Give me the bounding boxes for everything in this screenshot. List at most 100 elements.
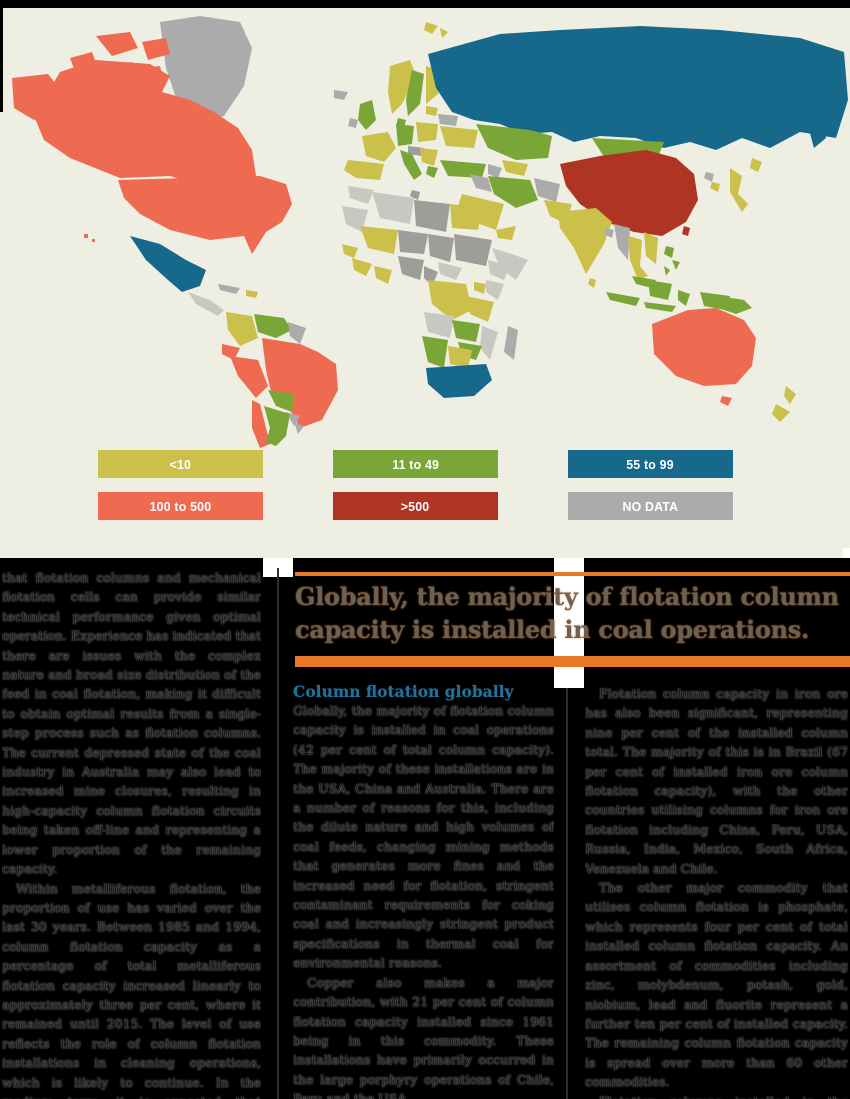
legend-tile-100-500: 100 to 500 (98, 492, 263, 520)
country-north-korea (704, 172, 714, 182)
country-south-africa (426, 364, 492, 398)
legend-label: <10 (169, 456, 192, 472)
article-section: Globally, the majority of flotation colu… (0, 558, 850, 1099)
gutter-white-patch (263, 558, 293, 577)
page-edge-notch (0, 8, 3, 112)
country-madagascar (504, 326, 518, 360)
country-myanmar (614, 224, 630, 260)
country-uk (358, 100, 376, 130)
legend-tile-nodata: NO DATA (568, 492, 733, 520)
country-thailand (628, 236, 648, 280)
text-column-middle: Column flotation globally Globally, the … (293, 682, 554, 1099)
country-guyanas (288, 322, 306, 344)
country-baltics (426, 106, 438, 116)
country-france (362, 132, 396, 162)
country-kazakhstan (476, 124, 552, 160)
headline-rule-top (295, 572, 850, 576)
country-mexico (130, 236, 206, 292)
country-mozambique (480, 326, 498, 360)
country-colombia (226, 312, 258, 346)
country-central-america (188, 292, 224, 316)
country-algeria (372, 192, 414, 224)
country-cameroon (424, 266, 438, 286)
country-czech-austria (408, 146, 424, 156)
country-horn-of-africa (492, 248, 528, 280)
country-belarus (438, 114, 458, 126)
paragraph: Flotation columns installed in the 1960s… (585, 1092, 848, 1099)
country-taiwan (682, 226, 690, 236)
country-egypt (450, 204, 482, 230)
country-australia (652, 308, 756, 386)
country-tunisia (410, 190, 420, 200)
country-norway (388, 60, 416, 114)
country-indonesia (606, 280, 730, 312)
legend-label: 55 to 99 (626, 456, 675, 472)
country-svalbard (424, 22, 448, 38)
country-spain (344, 160, 384, 180)
country-cuba (218, 284, 240, 294)
world-map (12, 16, 848, 448)
country-senegal (342, 244, 358, 258)
country-iraq (470, 174, 492, 192)
article-headline: Globally, the majority of flotation colu… (295, 580, 850, 646)
column-divider-left (277, 568, 279, 1099)
legend-tile-11-49: 11 to 49 (333, 450, 498, 478)
country-iceland (334, 90, 348, 100)
country-namibia (422, 336, 448, 368)
country-japan (730, 158, 762, 212)
section-subhead: Column flotation globally (293, 682, 514, 701)
headline-rule-bottom (295, 656, 850, 667)
country-peru (230, 356, 268, 398)
country-ghana (374, 266, 392, 284)
country-botswana (448, 346, 472, 368)
legend-label: 100 to 500 (149, 498, 212, 514)
legend-label: >500 (401, 498, 430, 514)
country-hawaii (84, 234, 95, 242)
country-guinea (352, 258, 372, 276)
legend-tile-55-99: 55 to 99 (568, 450, 733, 478)
country-argentina (264, 406, 290, 446)
country-libya (414, 200, 450, 232)
country-greece (426, 166, 438, 178)
country-hispaniola (246, 290, 258, 298)
paragraph: that flotation columns and mechanical fl… (2, 570, 261, 877)
paragraph: Globally, the majority of flotation colu… (293, 703, 554, 971)
legend-tile-lt10: <10 (98, 450, 263, 478)
country-poland (416, 122, 438, 142)
paragraph: Within metalliferous flotation, the prop… (2, 880, 261, 1099)
country-venezuela (254, 314, 292, 338)
country-iran (488, 176, 538, 208)
country-balkans (420, 148, 438, 166)
legend-label: 11 to 49 (392, 456, 439, 472)
country-tasmania (720, 396, 732, 406)
country-ukraine (440, 126, 478, 148)
country-chile (252, 400, 270, 448)
country-nigeria (398, 256, 424, 280)
country-sri-lanka (588, 278, 596, 288)
country-uganda (474, 282, 486, 294)
paragraph: Flotation column capacity in iron ore ha… (585, 686, 848, 876)
country-afghanistan (534, 178, 560, 202)
world-map-figure: <10 11 to 49 55 to 99 100 to 500 >500 NO… (0, 8, 850, 558)
text-column-right: Flotation column capacity in iron ore ha… (585, 684, 848, 1099)
country-yemen-oman (496, 226, 516, 240)
country-uzbekistan (502, 160, 528, 176)
country-drc (428, 280, 472, 320)
country-mali (360, 226, 398, 254)
headline-line-1: Globally, the majority of flotation colu… (295, 582, 839, 611)
country-alaska (12, 74, 62, 120)
country-bolivia (268, 390, 294, 412)
country-philippines (664, 246, 680, 276)
country-chad (428, 234, 454, 262)
country-zambia (452, 320, 480, 342)
country-mauritania (342, 206, 368, 232)
country-sweden (406, 70, 424, 116)
country-uruguay (294, 422, 304, 434)
country-central-african-rep (438, 262, 462, 280)
country-ethiopia (488, 260, 510, 280)
country-bangladesh (604, 228, 614, 238)
column-divider-right (566, 688, 568, 1099)
country-ireland (348, 118, 358, 128)
country-papua-new-guinea (706, 294, 752, 314)
